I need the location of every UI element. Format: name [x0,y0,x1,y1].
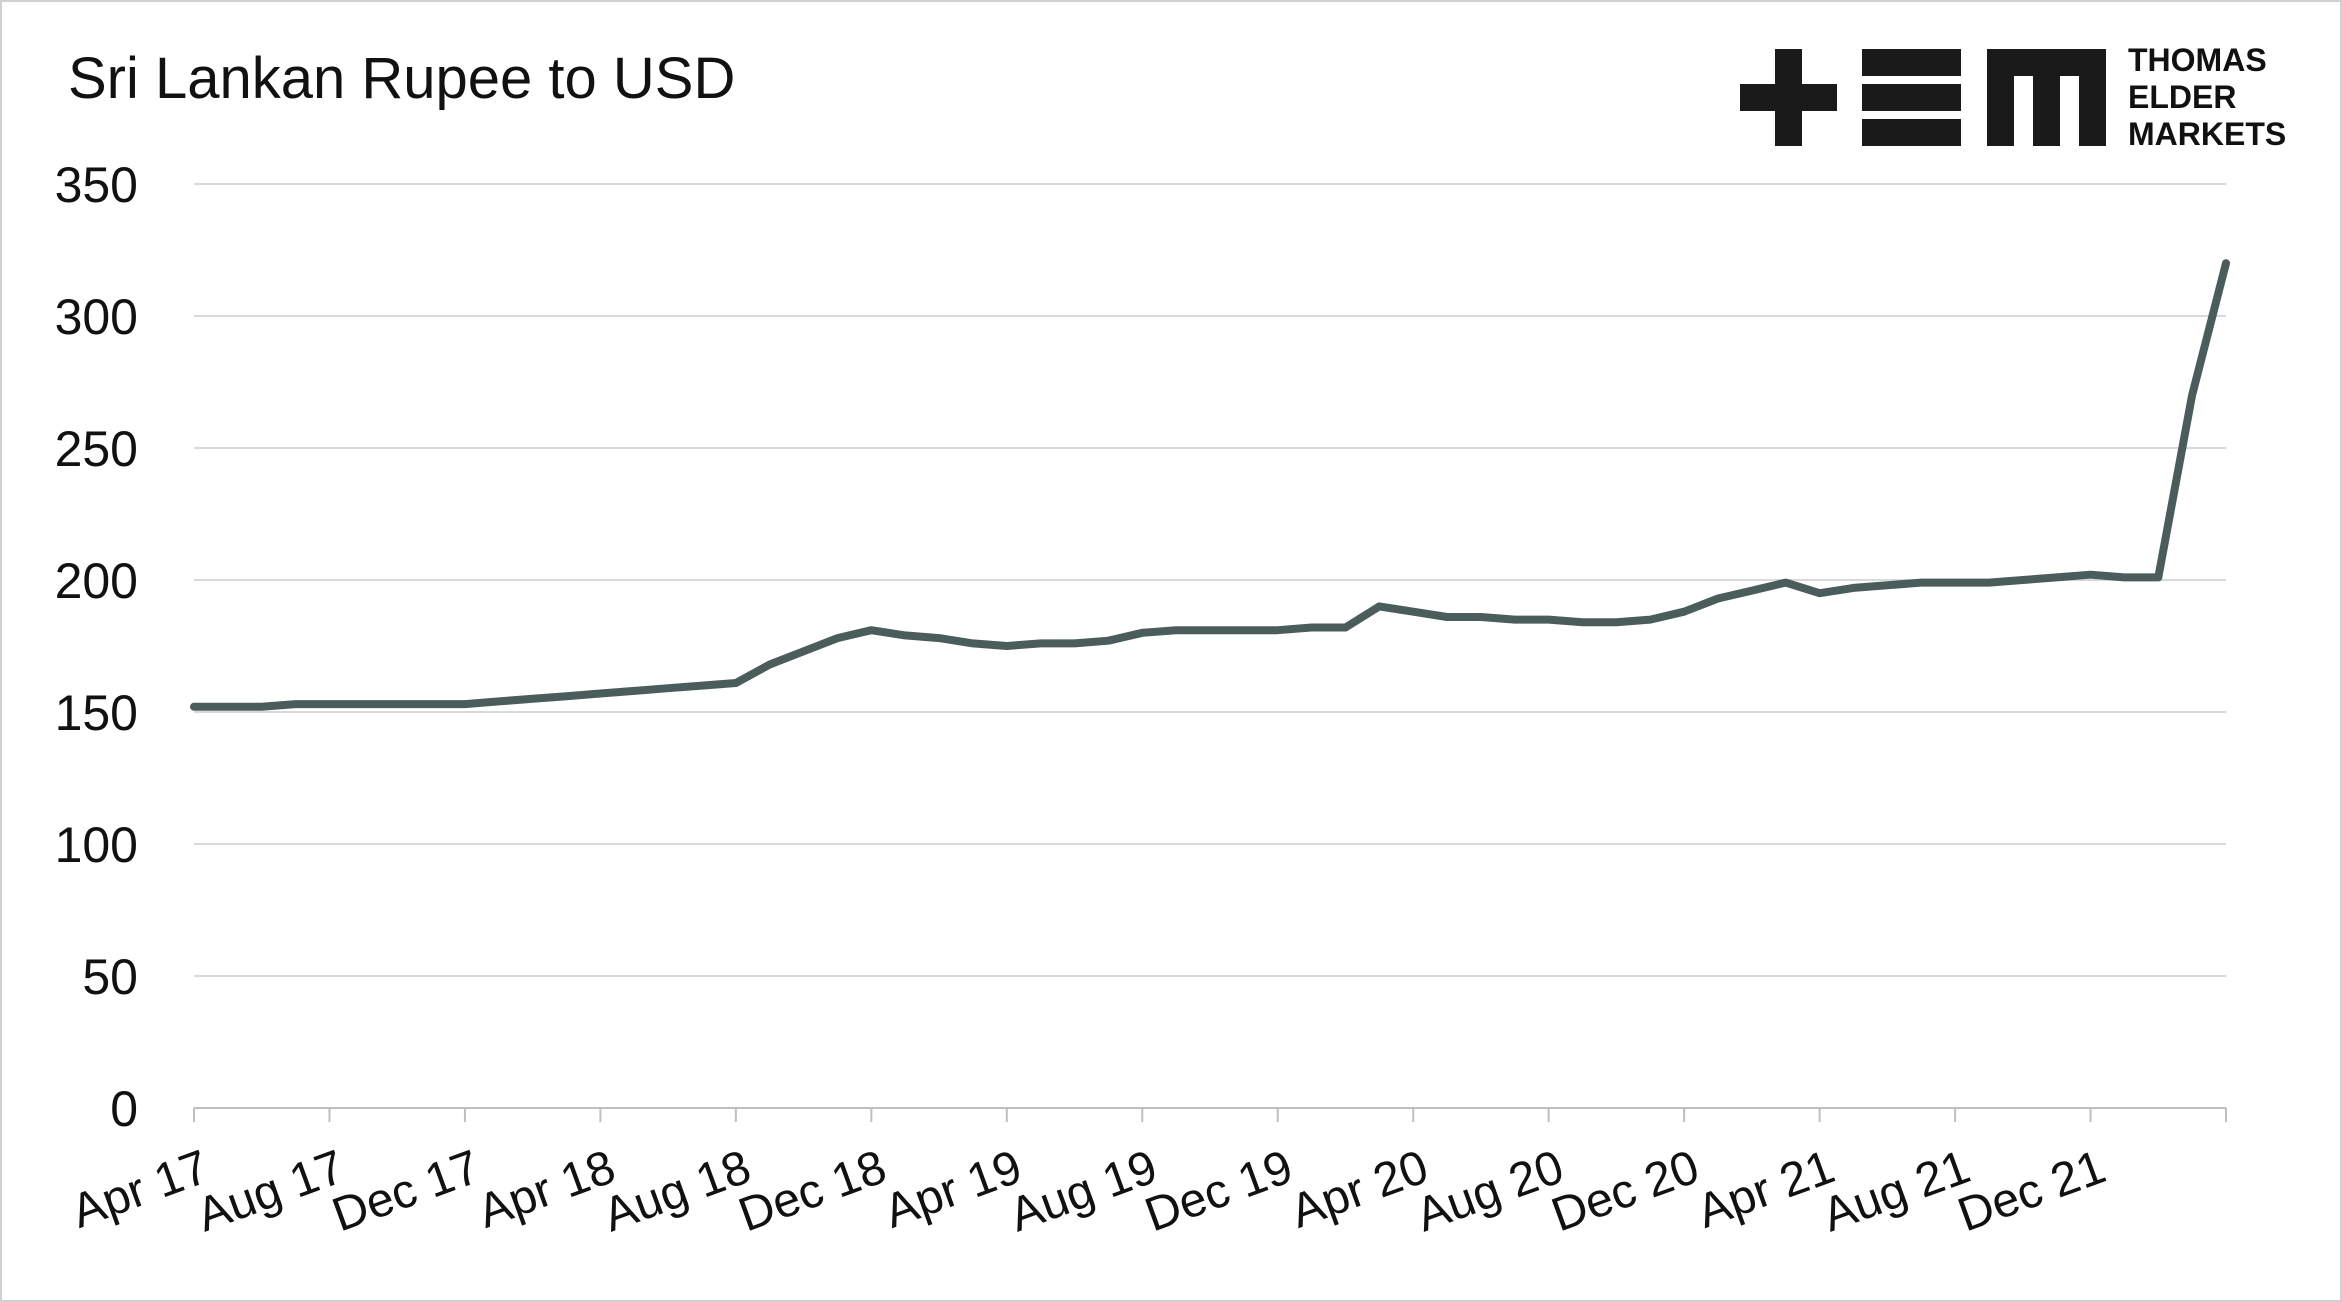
y-tick-label: 150 [55,685,138,741]
logo-text: THOMAS [2128,42,2267,78]
logo-text: ELDER [2128,79,2236,115]
logo-shape [1775,49,1802,146]
logo: THOMAS ELDER MARKETS [1740,42,2286,152]
y-tick-label: 250 [55,421,138,477]
chart-title: Sri Lankan Rupee to USD [68,46,735,111]
logo-shape [2033,49,2060,146]
y-tick-label: 300 [55,289,138,345]
logo-shape [1862,119,1961,146]
logo-text: MARKETS [2128,116,2286,152]
logo-shape [1862,84,1961,111]
y-tick-label: 50 [82,949,138,1005]
logo-shape [1987,49,2014,146]
y-tick-label: 100 [55,817,138,873]
logo-shape [1862,49,1961,76]
y-tick-label: 350 [55,157,138,213]
line [190,259,2230,711]
y-tick-label: 200 [55,553,138,609]
y-tick-label: 0 [110,1081,138,1137]
logo-shape [2079,49,2106,146]
